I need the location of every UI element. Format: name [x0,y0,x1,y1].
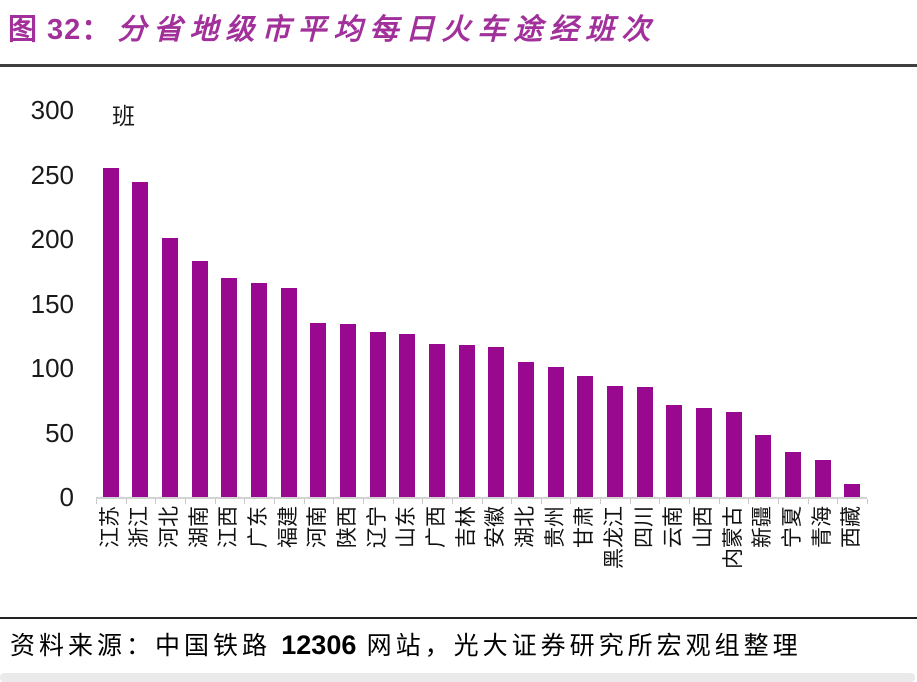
x-axis-tick [629,499,631,504]
bar-福建 [280,288,297,497]
y-axis-tick-label: 100 [30,353,74,383]
bar-广东 [251,282,268,497]
x-axis-tick [96,499,97,504]
bar-宁夏 [784,451,801,497]
bar-吉林 [458,344,475,497]
bar-内蒙古 [725,411,742,497]
y-axis-tick-label: 0 [59,482,74,512]
bar-河北 [162,237,179,497]
x-axis-tick [273,499,275,504]
x-axis-tick [540,499,542,504]
source-text-suffix: 网站，光大证券研究所宏观组整理 [356,633,802,660]
x-axis-tick [689,499,691,504]
x-axis-tick [392,499,394,504]
x-axis-tick [807,499,809,504]
x-axis-tick [837,499,839,504]
bar-湖北 [517,361,534,497]
bar-河南 [310,322,327,497]
bar-江西 [221,277,238,497]
bar-黑龙江 [606,386,623,497]
source-text-prefix: 资料来源：中国铁路 [10,633,282,660]
bar-广西 [429,343,446,497]
plot-area [96,110,868,504]
bar-山西 [695,408,712,497]
x-axis-tick [481,499,483,504]
x-axis-tick [362,499,364,504]
bar-贵州 [547,366,564,497]
x-axis-tick [600,499,602,504]
figure-number-label: 图 32： [8,14,112,46]
x-axis-tick [303,499,305,504]
footer-divider [0,617,917,619]
x-axis-tick [184,499,186,504]
y-axis-tick-label: 250 [30,159,74,190]
y-axis-labels: 0 50 100 150 200 250 300 [0,95,74,512]
y-axis-tick-label: 300 [30,95,74,125]
bar-江苏 [102,168,119,497]
figure-title: 分省地级市平均每日火车途经班次 [117,14,658,46]
x-axis-tick [333,499,335,504]
bar-安徽 [488,347,505,497]
x-axis-tick [155,499,157,504]
bar-山东 [399,334,416,497]
x-axis-tick [451,499,453,504]
chart-header: 图 32： 分省地级市平均每日火车途经班次 [8,6,657,48]
x-axis-tick [244,499,246,504]
title-divider [0,64,917,67]
bar-陕西 [340,324,357,497]
x-axis-tick [867,499,868,504]
bar-青海 [814,459,831,497]
x-axis-tick [718,499,720,504]
bar-云南 [666,405,683,497]
bottom-scroll-strip [0,673,915,682]
bar-甘肃 [577,375,594,497]
x-axis-tick [125,499,127,504]
bar-浙江 [132,182,149,497]
x-axis-tick [570,499,572,504]
bar-辽宁 [369,331,386,497]
x-axis-tick [659,499,661,504]
bar-西藏 [844,484,861,497]
source-note: 资料来源：中国铁路 12306 网站，光大证券研究所宏观组整理 [10,626,802,662]
bar-新疆 [755,435,772,497]
source-number-12306: 12306 [281,630,357,660]
y-axis-tick-label: 200 [30,224,74,254]
x-axis-labels: 江苏 浙江 河北 湖南 江西 广东 福建 河南 陕西 辽宁 山东 广西 吉林 安徽 湖北 贵州 甘肃 黑龙江 四川云… [98,506,864,569]
x-axis-tick [778,499,780,504]
x-axis-tick [422,499,424,504]
y-axis-tick-label: 50 [45,417,74,448]
y-axis-tick-label: 150 [30,288,74,319]
bar-湖南 [191,260,208,497]
x-axis-tick [214,499,216,504]
x-axis-tick [511,499,513,504]
x-axis-tick [748,499,750,504]
y-axis-unit-label: 班 [112,103,135,129]
bar-四川 [636,387,653,497]
